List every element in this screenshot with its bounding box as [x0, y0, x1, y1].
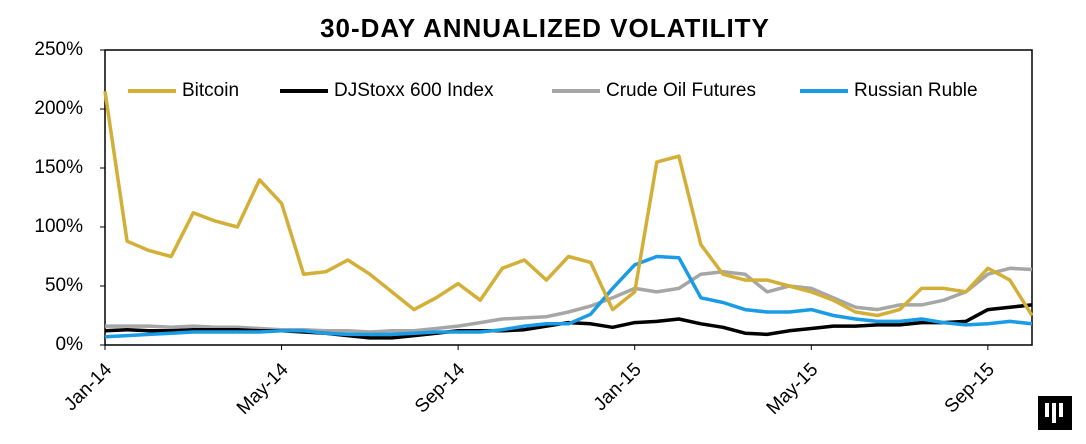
- series-line: [105, 266, 1033, 334]
- series-line: [103, 91, 1034, 318]
- y-tick-label: 100%: [34, 216, 83, 237]
- x-tick-label: Sep-15: [941, 359, 999, 417]
- chart-title: 30-DAY ANNUALIZED VOLATILITY: [320, 13, 770, 43]
- y-tick-label: 150%: [34, 157, 83, 178]
- y-tick-label: 200%: [34, 98, 83, 119]
- legend-label: DJStoxx 600 Index: [334, 80, 494, 101]
- logo: [1038, 396, 1072, 430]
- legend-label: Bitcoin: [182, 80, 239, 101]
- plot-frame: [104, 49, 1033, 346]
- x-tick-label: Jan-14: [60, 359, 116, 415]
- series-line: [104, 254, 1033, 339]
- x-tick-label: May-15: [763, 359, 823, 419]
- x-tick-label: Sep-14: [411, 359, 469, 417]
- y-tick-label: 0%: [56, 334, 84, 355]
- y-tick-label: 50%: [45, 275, 83, 296]
- y-tick-label: 250%: [34, 39, 83, 60]
- x-tick-label: Jan-15: [590, 359, 646, 415]
- legend-label: Russian Ruble: [854, 80, 978, 101]
- x-tick-label: May-14: [233, 359, 293, 419]
- legend-label: Crude Oil Futures: [606, 80, 756, 101]
